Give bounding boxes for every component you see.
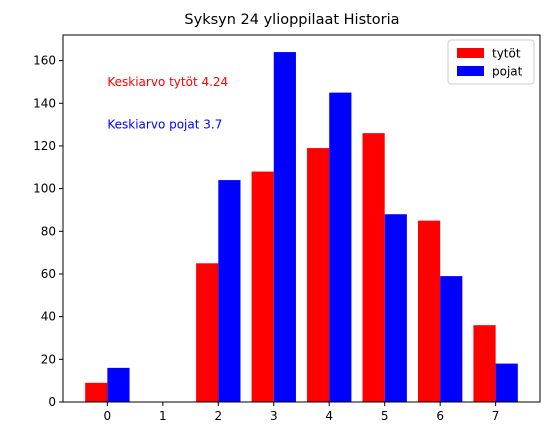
y-tick-label: 40 [41, 310, 56, 324]
bar-pojat-0 [107, 367, 130, 402]
legend-swatch-pojat [457, 66, 484, 76]
bar-tytöt-6 [417, 220, 441, 402]
bar-pojat-2 [218, 180, 241, 402]
y-tick-label: 100 [33, 182, 56, 196]
legend-label-tytöt: tytöt [492, 47, 521, 61]
annotations: Keskiarvo tytöt 4.24 Keskiarvo pojat 3.7 [107, 75, 228, 132]
bar-pojat-7 [495, 363, 518, 402]
legend-label-pojat: pojat [492, 65, 523, 79]
x-tick-label: 3 [270, 409, 278, 423]
y-tick-label: 140 [33, 96, 56, 110]
y-tick-label: 60 [41, 267, 56, 281]
bar-tytöt-2 [196, 263, 219, 402]
y-axis: 0 20 40 60 80 100 120 140 160 [33, 54, 63, 409]
x-tick-label: 7 [492, 409, 500, 423]
x-tick-label: 6 [436, 409, 444, 423]
annotation-0: Keskiarvo tytöt 4.24 [107, 75, 228, 89]
y-tick-label: 80 [41, 224, 56, 238]
y-tick-label: 20 [41, 352, 56, 366]
x-axis: 0 1 2 3 4 5 6 7 [104, 402, 500, 423]
y-tick-label: 160 [33, 54, 56, 68]
x-tick-label: 5 [381, 409, 389, 423]
bars [85, 52, 518, 403]
y-tick-label: 120 [33, 139, 56, 153]
legend: tytöt pojat [447, 39, 535, 85]
legend-swatch-tytöt [457, 48, 484, 58]
bar-tytöt-4 [307, 148, 330, 402]
axes-frame [62, 34, 541, 403]
annotation-1: Keskiarvo pojat 3.7 [107, 118, 222, 132]
x-tick-label: 2 [214, 409, 222, 423]
bar-pojat-6 [440, 276, 463, 402]
y-tick-label: 0 [48, 395, 56, 409]
x-tick-label: 4 [325, 409, 333, 423]
bar-tytöt-7 [473, 325, 496, 402]
x-tick-label: 0 [104, 409, 112, 423]
bar-tytöt-0 [85, 382, 108, 402]
x-tick-label: 1 [159, 409, 167, 423]
bar-pojat-4 [329, 92, 352, 402]
bar-pojat-5 [384, 214, 407, 402]
bar-tytöt-5 [362, 133, 385, 402]
chart-title: Syksyn 24 ylioppilaat Historia [184, 12, 399, 28]
bar-tytöt-3 [251, 171, 274, 402]
bar-pojat-3 [273, 52, 296, 403]
